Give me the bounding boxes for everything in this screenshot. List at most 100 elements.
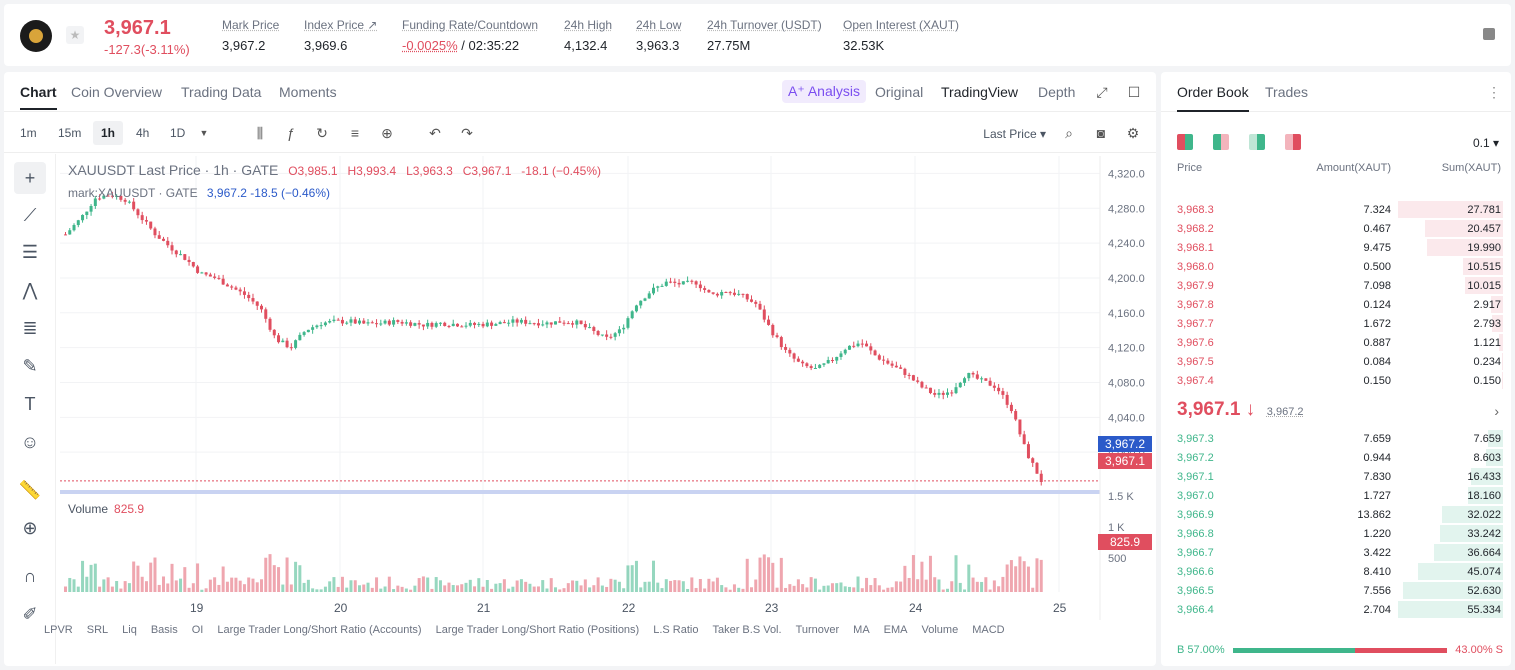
bids-row[interactable]: 3,966.9 13.862 32.022 [1161,505,1511,524]
settings-gear-icon[interactable]: ⚙ [1126,125,1140,141]
candle-body [323,322,327,326]
candle-body [115,195,119,197]
trend-line-icon[interactable]: ⟋ [23,205,37,225]
bids-only-icon[interactable] [1249,134,1265,150]
more-menu-icon[interactable]: ⋮ [1487,84,1501,100]
stat-index-price[interactable]: Index Price ↗ 3,969.6 [304,18,378,53]
chevron-right-icon[interactable]: › [1494,403,1499,419]
asks-row[interactable]: 3,967.4 0.150 0.150 [1161,371,1511,390]
brush-icon[interactable]: ✎ [22,356,38,376]
asks-row[interactable]: 3,968.1 9.475 19.990 [1161,238,1511,257]
interval-15m[interactable]: 15m [58,126,82,140]
tab-moments[interactable]: Moments [279,84,337,100]
asks-price: 3,967.6 [1177,337,1214,349]
refresh-icon[interactable]: ↻ [316,125,328,141]
indicator-taker-b-s-vol-[interactable]: Taker B.S Vol. [712,624,782,636]
asks-row[interactable]: 3,967.6 0.887 1.121 [1161,333,1511,352]
list-icon[interactable]: ≡ [350,125,360,141]
ai-analysis-button[interactable]: A⁺ Analysis [782,80,866,103]
asks-only-icon[interactable] [1285,134,1301,150]
tab-original[interactable]: Original [875,84,924,100]
bids-row[interactable]: 3,967.1 7.830 16.433 [1161,467,1511,486]
favorite-star-icon[interactable]: ★ [66,26,84,44]
bids-sum: 18.160 [1467,490,1501,502]
indicator-large-trader-long-short-ratio-accounts-[interactable]: Large Trader Long/Short Ratio (Accounts) [217,624,422,636]
bids-row[interactable]: 3,967.0 1.727 18.160 [1161,486,1511,505]
search-icon[interactable]: ⌕ [1065,125,1073,141]
indicator-ema[interactable]: EMA [883,624,908,636]
tab-depth[interactable]: Depth [1038,84,1076,100]
precision-select[interactable]: 0.1 ▾ [1472,136,1499,150]
window-icon[interactable]: ☐ [1127,84,1141,100]
price-type-select[interactable]: Last Price ▾ [983,127,1046,141]
horizontal-lines-icon[interactable]: ☰ [21,242,39,262]
indicator-oi[interactable]: OI [191,624,204,636]
volume-bar [208,579,212,592]
mid-price[interactable]: 3,967.1 ↓ 3,967.2 [1177,399,1304,420]
indicator-large-trader-long-short-ratio-positions-[interactable]: Large Trader Long/Short Ratio (Positions… [435,624,640,636]
tab-trades[interactable]: Trades [1265,84,1309,100]
crosshair-icon[interactable]: + [14,162,46,194]
asks-price: 3,968.2 [1177,223,1214,235]
redo-icon[interactable]: ↷ [461,125,473,141]
indicator-turnover[interactable]: Turnover [795,624,840,636]
bids-row[interactable]: 3,967.2 0.944 8.603 [1161,448,1511,467]
tab-order-book[interactable]: Order Book [1177,84,1249,100]
indicator-lpvr[interactable]: LPVR [44,624,73,636]
asks-row[interactable]: 3,967.7 1.672 2.793 [1161,314,1511,333]
indicator-ma[interactable]: MA [853,624,870,636]
candle-body [916,380,920,382]
emoji-icon[interactable]: ☺ [20,432,40,452]
volume-bar [788,584,792,592]
asks-row[interactable]: 3,968.3 7.324 27.781 [1161,200,1511,219]
volume-bar [724,587,728,592]
interval-1m[interactable]: 1m [20,126,37,140]
camera-icon[interactable]: ◙ [1096,125,1106,141]
indicator-liq[interactable]: Liq [122,624,137,636]
indicator-basis[interactable]: Basis [150,624,178,636]
pattern-icon[interactable]: ⋀ [22,280,38,300]
asks-row[interactable]: 3,967.9 7.098 10.015 [1161,276,1511,295]
undo-icon[interactable]: ↶ [429,125,441,141]
tab-chart[interactable]: Chart [20,84,57,110]
asks-row[interactable]: 3,968.2 0.467 20.457 [1161,219,1511,238]
pencil-lock-icon[interactable]: ✐ [22,604,38,624]
bids-row[interactable]: 3,966.7 3.422 36.664 [1161,543,1511,562]
price-chart[interactable]: 4,320.0 4,280.0 4,240.0 4,200.0 4,160.0 4,120… [4,72,1156,666]
indicators-icon[interactable]: ƒ [287,125,295,141]
text-icon[interactable]: T [24,394,36,414]
fib-icon[interactable]: ≣ [22,318,38,338]
bids-row[interactable]: 3,966.5 7.556 52.630 [1161,581,1511,600]
bids-view-icon[interactable] [1213,134,1229,150]
tab-tradingview[interactable]: TradingView [941,84,1019,100]
bids-row[interactable]: 3,966.6 8.410 45.074 [1161,562,1511,581]
indicator-l-s-ratio[interactable]: L.S Ratio [653,624,699,636]
expand-icon[interactable]: ⤢ [1096,84,1108,100]
indicator-srl[interactable]: SRL [86,624,109,636]
zoom-in-icon[interactable]: ⊕ [22,518,38,538]
tab-trading-data[interactable]: Trading Data [181,84,262,100]
ruler-icon[interactable]: 📏 [18,480,42,500]
tab-coin-overview[interactable]: Coin Overview [71,84,163,100]
magnet-icon[interactable]: ∩ [23,566,37,586]
bids-row[interactable]: 3,966.4 2.704 55.334 [1161,600,1511,619]
candle-body [502,322,506,324]
interval-1h[interactable]: 1h [93,121,124,145]
chevron-down-icon[interactable]: ▼ [199,128,209,138]
candle-type-icon[interactable]: ⫼ [256,125,264,141]
asks-row[interactable]: 3,968.0 0.500 10.515 [1161,257,1511,276]
add-indicator-icon[interactable]: ⊕ [381,125,393,141]
book-icon[interactable] [1483,28,1495,40]
asks-amount: 1.672 [1363,318,1391,330]
depth-bar [1492,315,1503,332]
indicator-macd[interactable]: MACD [972,624,1005,636]
asks-row[interactable]: 3,967.8 0.124 2.917 [1161,295,1511,314]
volume-bar [877,585,881,592]
interval-4h[interactable]: 4h [136,126,150,140]
asks-row[interactable]: 3,967.5 0.084 0.234 [1161,352,1511,371]
bids-row[interactable]: 3,967.3 7.659 7.659 [1161,429,1511,448]
bids-row[interactable]: 3,966.8 1.220 33.242 [1161,524,1511,543]
indicator-volume[interactable]: Volume [921,624,959,636]
both-sides-view-icon[interactable] [1177,134,1193,150]
interval-1d[interactable]: 1D [170,126,186,140]
